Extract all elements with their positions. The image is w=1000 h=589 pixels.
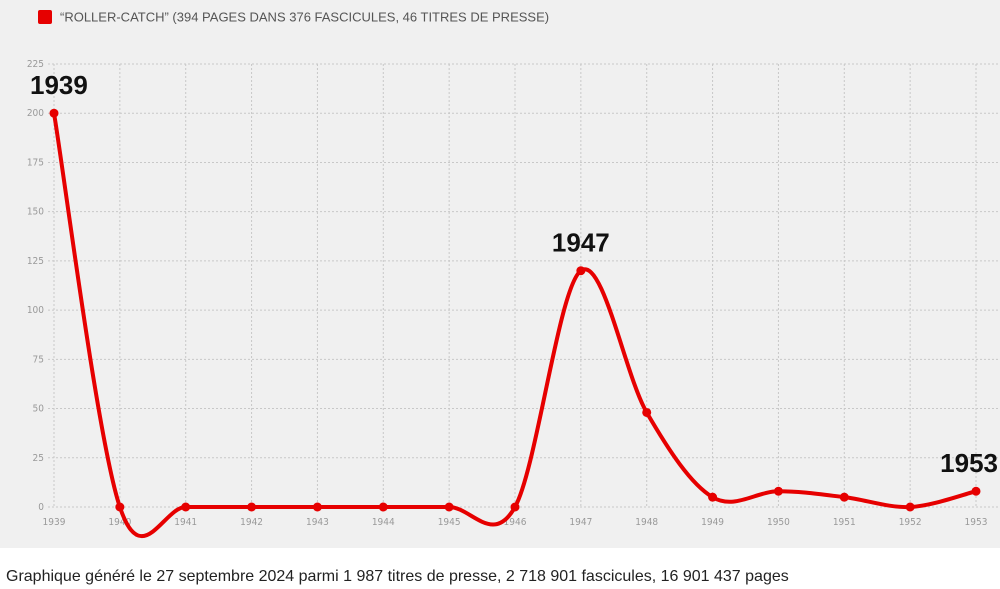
chart: “ROLLER-CATCH” (394 PAGES DANS 376 FASCI… — [0, 0, 1000, 548]
point — [49, 108, 59, 118]
x-tick-label: 1951 — [833, 517, 856, 528]
point — [905, 502, 915, 512]
point — [971, 486, 981, 496]
x-tick-label: 1941 — [174, 517, 197, 528]
x-tick-label: 1947 — [569, 517, 592, 528]
x-tick-label: 1953 — [965, 517, 988, 528]
annotation: 1953 — [940, 448, 998, 478]
x-tick-label: 1952 — [899, 517, 922, 528]
point — [708, 492, 718, 502]
point — [312, 502, 322, 512]
point — [839, 492, 849, 502]
annotation: 1947 — [552, 228, 610, 258]
line — [52, 112, 977, 539]
x-tick-label: 1940 — [108, 517, 131, 528]
point — [181, 502, 191, 512]
x-tick-label: 1942 — [240, 517, 263, 528]
y-tick-label: 150 — [27, 207, 44, 218]
legend-label[interactable]: “ROLLER-CATCH” (394 PAGES DANS 376 FASCI… — [60, 9, 549, 24]
annotation: 1939 — [30, 70, 88, 100]
x-tick-label: 1945 — [438, 517, 461, 528]
point — [642, 407, 652, 417]
point — [378, 502, 388, 512]
point — [444, 502, 454, 512]
x-tick-label: 1943 — [306, 517, 329, 528]
y-tick-label: 25 — [33, 453, 44, 464]
point — [115, 502, 125, 512]
point — [247, 502, 257, 512]
x-tick-label: 1944 — [372, 517, 395, 528]
y-tick-label: 175 — [27, 157, 44, 168]
x-tick-label: 1946 — [504, 517, 527, 528]
point — [576, 266, 586, 276]
x-tick-label: 1939 — [43, 517, 66, 528]
y-tick-label: 225 — [27, 59, 44, 70]
x-tick-label: 1950 — [767, 517, 790, 528]
point — [773, 486, 783, 496]
y-tick-label: 50 — [33, 404, 45, 415]
y-tick-label: 75 — [33, 354, 44, 365]
y-tick-label: 200 — [27, 108, 44, 119]
y-tick-label: 0 — [38, 502, 44, 513]
y-tick-label: 125 — [27, 256, 44, 267]
legend-swatch[interactable] — [38, 10, 52, 24]
point — [510, 502, 520, 512]
caption: Graphique généré le 27 septembre 2024 pa… — [6, 568, 789, 585]
x-tick-label: 1948 — [635, 517, 658, 528]
chart-background — [0, 0, 1000, 548]
y-tick-label: 100 — [27, 305, 44, 316]
x-tick-label: 1949 — [701, 517, 724, 528]
